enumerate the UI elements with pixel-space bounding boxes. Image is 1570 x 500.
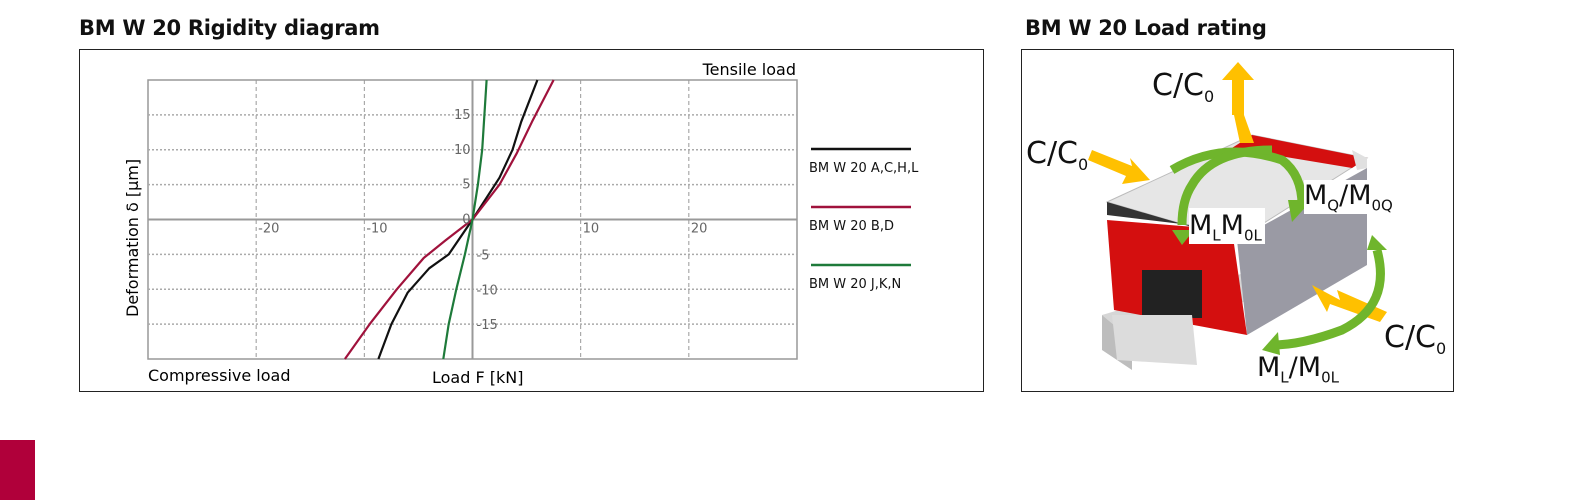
- series-line: [442, 79, 488, 360]
- y-tick-label: 10: [454, 143, 471, 158]
- y-tick-label: 15: [454, 108, 471, 123]
- y-tick-label: -15: [477, 318, 498, 333]
- moment-label-ml-top: MLM0L: [1189, 210, 1262, 245]
- y-axis-label: Deformation δ [µm]: [123, 159, 142, 317]
- load-label-left: C/C0: [1026, 136, 1089, 174]
- moment-arrows: [1169, 145, 1385, 350]
- legend-label: BM W 20 A,C,H,L: [809, 161, 919, 176]
- x-tick-label: -20: [258, 222, 279, 237]
- legend-label: BM W 20 J,K,N: [809, 277, 901, 292]
- tensile-load-label: Tensile load: [702, 60, 796, 79]
- moment-label-ml-bottom: ML/M0L: [1257, 352, 1339, 387]
- rigidity-diagram-title: BM W 20 Rigidity diagram: [79, 16, 380, 40]
- load-rating-title: BM W 20 Load rating: [1025, 16, 1267, 40]
- x-tick-label: 20: [691, 222, 708, 237]
- x-tick-label: -10: [366, 222, 387, 237]
- y-tick-label: 0: [462, 213, 470, 228]
- y-tick-label: -10: [477, 283, 498, 298]
- x-axis-label: Load F [kN]: [432, 368, 523, 387]
- series-line: [344, 79, 555, 360]
- legend-label: BM W 20 B,D: [809, 219, 894, 234]
- y-tick-label: 5: [462, 178, 470, 193]
- load-rating-panel: C/C0 C/C0 C/C0 MQ/M0Q MLM0L ML/M0L: [1021, 49, 1454, 392]
- compressive-load-label: Compressive load: [148, 366, 290, 385]
- load-label-top: C/C0: [1152, 68, 1215, 106]
- load-label-right: C/C0: [1384, 320, 1447, 358]
- x-tick-label: 10: [583, 222, 600, 237]
- moment-label-mq: MQ/M0Q: [1304, 180, 1393, 215]
- side-tab[interactable]: [0, 440, 35, 500]
- series-line: [377, 79, 539, 360]
- y-tick-label: -5: [477, 248, 490, 263]
